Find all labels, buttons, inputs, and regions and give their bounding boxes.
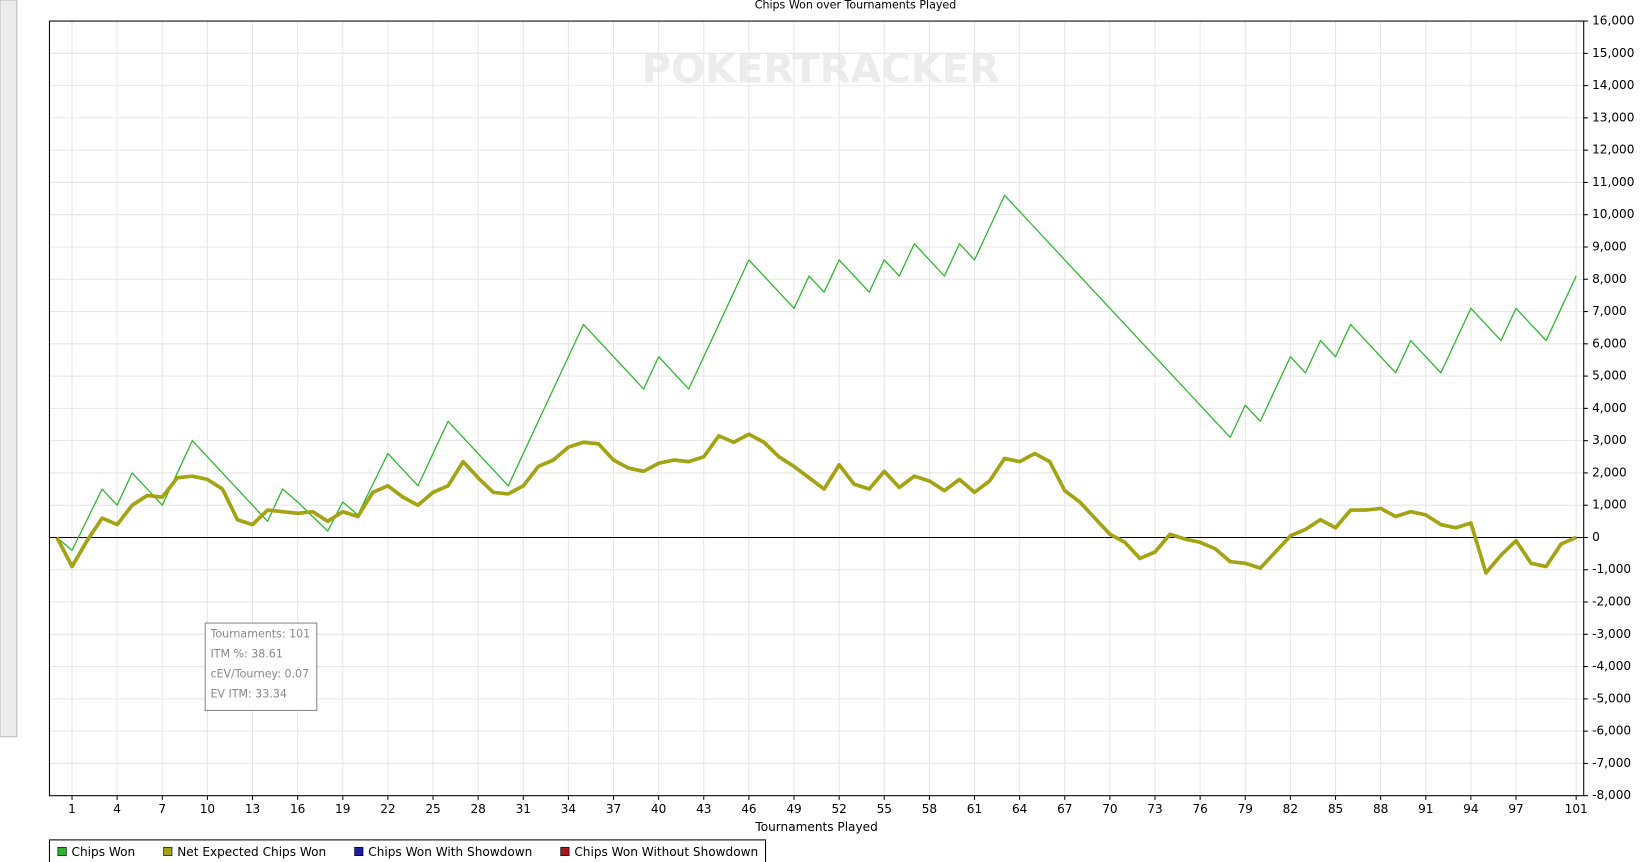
- y-tick-label: -8,000: [1592, 788, 1631, 802]
- x-tick-label: 97: [1508, 802, 1523, 816]
- x-tick-label: 94: [1463, 802, 1479, 816]
- y-tick-label: -6,000: [1592, 724, 1631, 738]
- y-tick-label: 13,000: [1592, 110, 1634, 124]
- y-tick-label: 15,000: [1592, 46, 1634, 60]
- legend-label: Net Expected Chips Won: [177, 845, 326, 859]
- y-tick-label: 4,000: [1592, 401, 1627, 415]
- y-tick-label: 5,000: [1592, 369, 1627, 383]
- stats-box-frame: [204, 622, 318, 711]
- x-tick-label: 49: [786, 802, 801, 816]
- x-tick-label: 40: [651, 802, 666, 816]
- x-tick-label: 13: [245, 802, 260, 816]
- y-tick-label: 9,000: [1592, 239, 1627, 253]
- legend-swatch: [57, 846, 67, 857]
- y-tick-label: 6,000: [1592, 336, 1627, 350]
- x-tick-label: 7: [158, 802, 166, 816]
- x-tick-label: 52: [831, 802, 846, 816]
- x-tick-label: 91: [1418, 802, 1433, 816]
- x-tick-label: 37: [606, 802, 621, 816]
- x-tick-label: 16: [290, 802, 305, 816]
- y-tick-label: 12,000: [1592, 143, 1634, 157]
- y-tick-label: 2,000: [1592, 465, 1627, 479]
- x-tick-label: 19: [335, 802, 350, 816]
- legend-swatch: [163, 846, 173, 857]
- plot-frame: [48, 20, 1585, 797]
- y-tick-label: -2,000: [1592, 595, 1631, 609]
- y-tick-label: 8,000: [1592, 272, 1627, 286]
- x-tick-label: 4: [113, 802, 121, 816]
- x-tick-label: 34: [561, 802, 577, 816]
- x-tick-label: 70: [1102, 802, 1117, 816]
- watermark: POKERTRACKER: [642, 47, 1000, 93]
- x-tick-label: 61: [967, 802, 982, 816]
- y-tick-label: 16,000: [1592, 14, 1634, 28]
- x-tick-label: 76: [1192, 802, 1207, 816]
- x-tick-label: 28: [470, 802, 485, 816]
- legend-frame: [48, 839, 767, 862]
- x-tick-label: 73: [1147, 802, 1162, 816]
- side-panel: [0, 0, 18, 738]
- x-tick-label: 1: [68, 802, 76, 816]
- x-tick-label: 25: [425, 802, 440, 816]
- stats-line: ITM %: 38.61: [210, 648, 282, 661]
- y-tick-label: 0: [1592, 530, 1600, 544]
- x-tick-label: 58: [922, 802, 937, 816]
- x-tick-label: 88: [1373, 802, 1388, 816]
- series-line: [55, 432, 1577, 575]
- legend-label: Chips Won Without Showdown: [574, 845, 758, 859]
- y-tick-label: -3,000: [1592, 627, 1631, 641]
- legend-label: Chips Won: [72, 845, 136, 859]
- y-tick-label: -5,000: [1592, 691, 1631, 705]
- chart-title: Chips Won over Tournaments Played: [755, 0, 956, 11]
- y-tick-label: 10,000: [1592, 207, 1634, 221]
- x-tick-label: 64: [1012, 802, 1028, 816]
- y-tick-label: 11,000: [1592, 175, 1634, 189]
- x-tick-label: 79: [1238, 802, 1253, 816]
- stats-line: EV ITM: 33.34: [210, 688, 286, 701]
- stats-box: Tournaments: 101 ITM %: 38.61 cEV/Tourney:…: [204, 622, 318, 711]
- y-tick-label: 14,000: [1592, 78, 1634, 92]
- x-tick-label: 101: [1565, 802, 1588, 816]
- y-tick-label: 7,000: [1592, 304, 1627, 318]
- x-tick-label: 10: [200, 802, 215, 816]
- x-tick-label: 43: [696, 802, 711, 816]
- y-tick-label: -4,000: [1592, 659, 1631, 673]
- stats-line: Tournaments: 101: [209, 628, 310, 641]
- series-line: [56, 194, 1577, 552]
- x-tick-label: 55: [877, 802, 892, 816]
- stats-line: cEV/Tourney: 0.07: [210, 668, 309, 681]
- x-tick-label: 31: [516, 802, 531, 816]
- x-tick-label: 85: [1328, 802, 1343, 816]
- x-tick-label: 46: [741, 802, 756, 816]
- y-tick-label: -1,000: [1592, 562, 1631, 576]
- x-tick-label: 82: [1283, 802, 1298, 816]
- x-tick-label: 67: [1057, 802, 1072, 816]
- y-tick-label: -7,000: [1592, 756, 1631, 770]
- x-axis-title: Tournaments Played: [754, 820, 877, 834]
- legend-swatch: [560, 846, 570, 857]
- legend-swatch: [354, 846, 364, 857]
- legend-label: Chips Won With Showdown: [368, 845, 532, 859]
- legend: Chips Won Net Expected Chips Won Chips Won…: [48, 839, 767, 862]
- x-tick-label: 22: [380, 802, 395, 816]
- y-tick-label: 3,000: [1592, 433, 1627, 447]
- y-tick-label: 1,000: [1592, 498, 1627, 512]
